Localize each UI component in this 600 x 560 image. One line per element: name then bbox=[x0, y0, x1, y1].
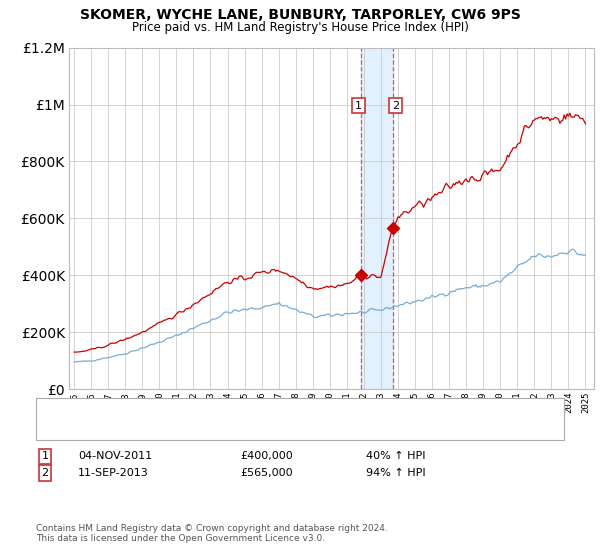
Text: 94% ↑ HPI: 94% ↑ HPI bbox=[366, 468, 425, 478]
Text: £565,000: £565,000 bbox=[240, 468, 293, 478]
Text: SKOMER, WYCHE LANE, BUNBURY, TARPORLEY, CW6 9PS: SKOMER, WYCHE LANE, BUNBURY, TARPORLEY, … bbox=[80, 8, 520, 22]
Bar bbox=[361, 48, 393, 389]
Text: 40% ↑ HPI: 40% ↑ HPI bbox=[366, 451, 425, 461]
Text: 04-NOV-2011: 04-NOV-2011 bbox=[78, 451, 152, 461]
Text: £400,000: £400,000 bbox=[240, 451, 293, 461]
Text: Price paid vs. HM Land Registry's House Price Index (HPI): Price paid vs. HM Land Registry's House … bbox=[131, 21, 469, 34]
Text: Contains HM Land Registry data © Crown copyright and database right 2024.
This d: Contains HM Land Registry data © Crown c… bbox=[36, 524, 388, 543]
Text: HPI: Average price, detached house, Cheshire East: HPI: Average price, detached house, Ches… bbox=[84, 423, 349, 433]
Text: 1: 1 bbox=[355, 101, 362, 111]
Text: 11-SEP-2013: 11-SEP-2013 bbox=[78, 468, 149, 478]
Text: 2: 2 bbox=[392, 101, 399, 111]
Text: 1: 1 bbox=[41, 451, 49, 461]
Text: SKOMER, WYCHE LANE, BUNBURY, TARPORLEY, CW6 9PS (detached house): SKOMER, WYCHE LANE, BUNBURY, TARPORLEY, … bbox=[84, 404, 473, 414]
Text: 2: 2 bbox=[41, 468, 49, 478]
